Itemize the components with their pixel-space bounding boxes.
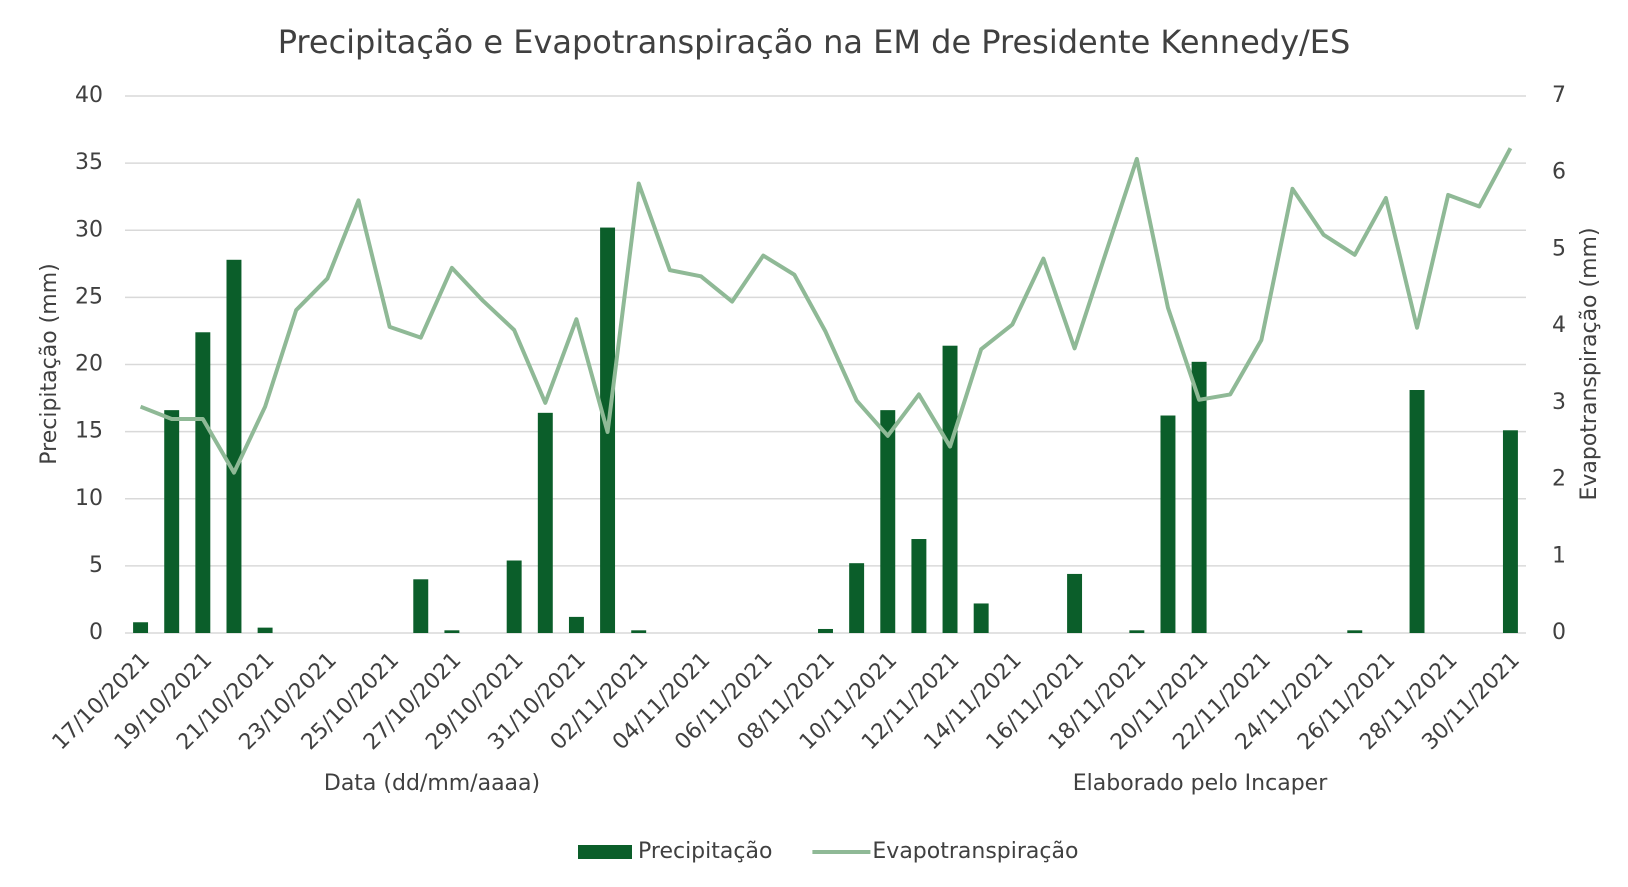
bar — [973, 603, 989, 633]
bar — [631, 630, 647, 633]
bar — [537, 412, 553, 633]
legend-label: Evapotranspiração — [872, 839, 1078, 864]
y2-tick-label: 7 — [1552, 83, 1566, 108]
bar — [942, 345, 958, 633]
y-tick-label: 35 — [75, 150, 103, 175]
bar — [568, 616, 584, 633]
bar — [133, 622, 149, 633]
bar — [195, 332, 211, 633]
bar — [1067, 573, 1083, 633]
bar — [1191, 361, 1207, 633]
legend-label: Precipitação — [638, 839, 772, 864]
y-tick-label: 5 — [89, 553, 103, 578]
y-tick-label: 25 — [75, 284, 103, 309]
y2-tick-label: 1 — [1552, 543, 1566, 568]
y2-tick-label: 0 — [1552, 620, 1566, 645]
bar — [444, 630, 460, 633]
bar — [226, 259, 242, 633]
bar — [1409, 390, 1425, 633]
bar — [911, 539, 927, 633]
annotation: Elaborado pelo Incaper — [1073, 771, 1328, 796]
y-axis-label: Precipitação (mm) — [37, 263, 62, 464]
bar — [1129, 630, 1145, 633]
y-tick-label: 15 — [75, 419, 103, 444]
y2-axis-label: Evapotranspiração (mm) — [1577, 227, 1602, 500]
bar — [849, 563, 865, 633]
bar — [1347, 630, 1363, 633]
bar — [880, 410, 896, 633]
y2-tick-label: 6 — [1552, 160, 1566, 185]
y2-tick-label: 3 — [1552, 390, 1566, 415]
y-tick-label: 10 — [75, 486, 103, 511]
y2-tick-label: 5 — [1552, 236, 1566, 261]
y-tick-label: 30 — [75, 217, 103, 242]
line — [139, 147, 1513, 475]
bar — [1160, 415, 1176, 633]
bar — [818, 628, 833, 633]
legend-swatch — [578, 845, 632, 859]
y2-tick-label: 2 — [1552, 467, 1566, 492]
bar — [506, 560, 522, 633]
x-axis-label: Data (dd/mm/aaaa) — [324, 771, 540, 796]
bar — [1502, 430, 1518, 633]
y2-tick-label: 4 — [1552, 313, 1566, 338]
y-tick-label: 0 — [89, 620, 103, 645]
chart-title: Precipitação e Evapotranspiração na EM d… — [278, 23, 1351, 61]
bar — [257, 627, 273, 633]
y-tick-label: 40 — [75, 83, 103, 108]
bar — [413, 579, 429, 633]
y-tick-label: 20 — [75, 352, 103, 377]
bar — [164, 410, 180, 633]
